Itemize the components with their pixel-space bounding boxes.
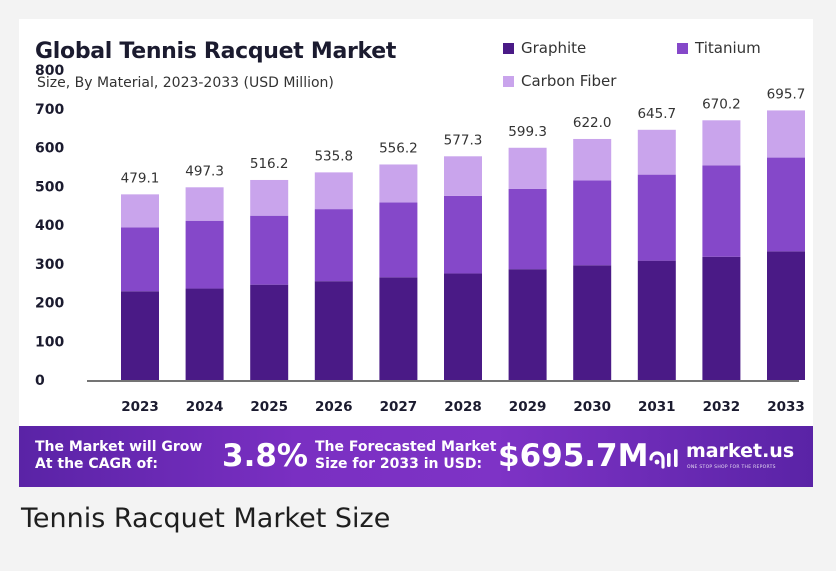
- y-tick-label: 500: [35, 179, 64, 195]
- x-tick-label: 2028: [444, 399, 482, 415]
- y-tick-label: 0: [35, 373, 45, 389]
- bar-segment-carbon-fiber: [250, 179, 289, 216]
- x-tick-label: 2033: [767, 399, 805, 415]
- y-tick-label: 100: [35, 334, 64, 350]
- bar-segment-titanium: [767, 157, 805, 252]
- figure-caption: Tennis Racquet Market Size: [21, 503, 391, 534]
- bar-total-label: 556.2: [379, 140, 418, 156]
- bar-segment-titanium: [379, 202, 418, 278]
- bar-segment-carbon-fiber: [637, 129, 676, 175]
- x-tick-label: 2026: [315, 399, 353, 415]
- x-tick-label: 2032: [703, 399, 741, 415]
- legend-swatch-carbon-fiber: [503, 75, 514, 87]
- bar-segment-titanium: [121, 227, 159, 292]
- x-tick-label: 2027: [380, 399, 418, 415]
- forecast-label: The Forecasted Market Size for 2033 in U…: [315, 439, 496, 473]
- market-us-logo-icon: [649, 449, 678, 469]
- y-tick-label: 400: [35, 218, 64, 234]
- bar-total-label: 670.2: [702, 96, 741, 112]
- forecast-label-line2: Size for 2033 in USD:: [315, 456, 483, 472]
- x-tick-label: 2025: [250, 399, 288, 415]
- legend-swatch-titanium: [677, 42, 688, 54]
- forecast-value: $695.7M: [498, 438, 649, 474]
- bar-segment-titanium: [314, 209, 353, 282]
- bar-segment-carbon-fiber: [379, 164, 418, 203]
- legend-item-graphite: Graphite: [503, 39, 586, 57]
- cagr-label-line2: At the CAGR of:: [35, 456, 158, 472]
- bar-total-label: 695.7: [767, 86, 806, 102]
- bar-total-label: 479.1: [121, 170, 160, 186]
- cagr-label: The Market will Grow At the CAGR of:: [35, 439, 202, 473]
- brand-tagline: ONE STOP SHOP FOR THE REPORTS: [687, 465, 776, 470]
- bar-segment-carbon-fiber: [314, 172, 353, 210]
- bar-segment-titanium: [508, 188, 547, 270]
- cagr-label-line1: The Market will Grow: [35, 439, 203, 455]
- legend-swatch-graphite: [503, 42, 514, 54]
- bar-segment-graphite: [250, 284, 289, 380]
- legend-item-titanium: Titanium: [677, 39, 761, 57]
- bar-segment-graphite: [573, 265, 612, 380]
- bar-segment-graphite: [508, 269, 547, 380]
- brand-name: market.us: [686, 440, 795, 462]
- bar-segment-graphite: [121, 291, 159, 380]
- x-tick-label: 2024: [186, 399, 224, 415]
- x-tick-label: 2031: [638, 399, 676, 415]
- bar-segment-graphite: [444, 273, 482, 380]
- market-banner: The Market will Grow At the CAGR of: 3.8…: [19, 426, 813, 487]
- bar-segment-titanium: [573, 180, 612, 266]
- bar-segment-graphite: [767, 251, 805, 380]
- y-tick-label: 300: [35, 257, 64, 273]
- legend-label-titanium: Titanium: [695, 39, 761, 57]
- bar-segment-carbon-fiber: [702, 120, 741, 166]
- bar-segment-graphite: [702, 256, 741, 380]
- chart-card: Global Tennis Racquet Market Size, By Ma…: [19, 19, 813, 487]
- bar-total-label: 599.3: [508, 124, 547, 140]
- bar-segment-carbon-fiber: [508, 147, 547, 189]
- bar-segment-titanium: [250, 215, 289, 285]
- bar-segment-carbon-fiber: [573, 138, 612, 181]
- y-tick-label: 800: [35, 63, 64, 79]
- bar-total-label: 497.3: [185, 163, 224, 179]
- bar-total-label: 535.8: [314, 148, 353, 164]
- bar-segment-titanium: [444, 195, 482, 274]
- y-tick-label: 200: [35, 296, 64, 312]
- bar-segment-graphite: [637, 260, 676, 380]
- bar-segment-carbon-fiber: [444, 156, 482, 196]
- cagr-value: 3.8%: [222, 438, 308, 474]
- bar-total-label: 622.0: [573, 115, 612, 131]
- bar-segment-carbon-fiber: [767, 110, 805, 158]
- forecast-label-line1: The Forecasted Market: [315, 439, 497, 455]
- bar-segment-graphite: [314, 281, 353, 380]
- legend-label-carbon-fiber: Carbon Fiber: [521, 72, 617, 90]
- bar-total-label: 577.3: [444, 132, 483, 148]
- legend-item-carbon-fiber: Carbon Fiber: [503, 72, 616, 90]
- bar-segment-titanium: [702, 165, 741, 257]
- bar-segment-graphite: [379, 277, 418, 380]
- bar-segment-carbon-fiber: [121, 194, 159, 228]
- legend-label-graphite: Graphite: [521, 39, 587, 57]
- x-tick-label: 2030: [573, 399, 611, 415]
- chart-subtitle: Size, By Material, 2023-2033 (USD Millio…: [37, 75, 334, 91]
- x-tick-label: 2023: [121, 399, 159, 415]
- x-tick-label: 2029: [509, 399, 547, 415]
- stacked-bar-chart: 0 100 200 300 400 500 600 700 800 479.1 2023 497.3 2…: [35, 63, 806, 415]
- y-tick-label: 600: [35, 141, 64, 157]
- bar-segment-carbon-fiber: [185, 187, 224, 221]
- bar-total-label: 645.7: [637, 106, 676, 122]
- bar-total-label: 516.2: [250, 156, 289, 172]
- bar-segment-graphite: [185, 288, 224, 380]
- chart-title: Global Tennis Racquet Market: [35, 39, 397, 64]
- y-tick-label: 700: [35, 102, 64, 118]
- bar-segment-titanium: [185, 220, 224, 289]
- bar-segment-titanium: [637, 174, 676, 261]
